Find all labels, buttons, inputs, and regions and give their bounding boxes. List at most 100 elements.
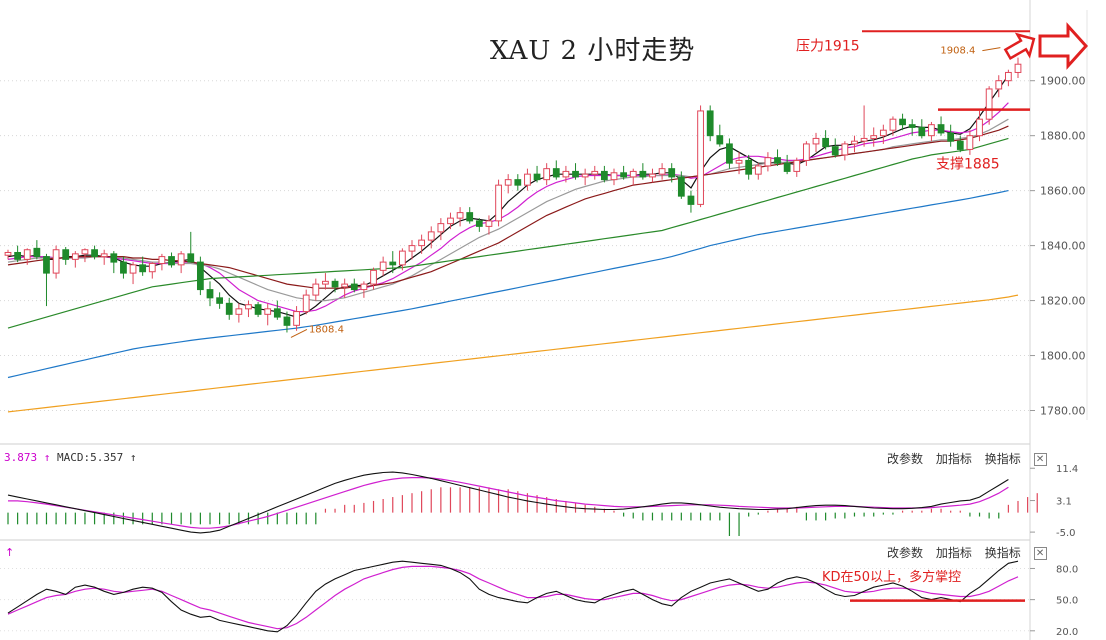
add-indicator-button[interactable]: 加指标 (935, 546, 972, 560)
change-params-button[interactable]: 改参数 (887, 452, 924, 466)
candle (610, 172, 618, 181)
arrow-up-icon: ↑ (5, 546, 14, 559)
candle (706, 110, 714, 137)
candle (350, 283, 358, 291)
y-tick-label: 1820.00 (1040, 295, 1086, 308)
switch-indicator-button[interactable]: 换指标 (984, 452, 1021, 466)
candle (312, 283, 320, 296)
candle (283, 316, 291, 326)
ma-line-blue (7, 190, 1009, 379)
candle (14, 251, 22, 260)
resistance-label: 压力1915 (796, 38, 860, 54)
ma-line-black (7, 74, 1009, 318)
close-icon[interactable]: ✕ (1033, 453, 1047, 466)
candle (120, 261, 127, 274)
candle (466, 212, 474, 222)
candle (581, 173, 589, 178)
candle (43, 256, 50, 274)
macd-value: MACD:5.357 (57, 451, 124, 464)
candle (196, 261, 204, 291)
candle (976, 118, 983, 137)
candle (331, 280, 339, 288)
candle (23, 249, 31, 260)
candle (302, 294, 310, 313)
candle (360, 283, 368, 291)
candle (71, 253, 79, 260)
candle (649, 173, 656, 178)
kdj-toolbar: 改参数 加指标 换指标 ✕ (878, 544, 1047, 561)
candle (264, 308, 272, 315)
arrow-up-icon: ↑ (123, 451, 137, 464)
candle (398, 250, 406, 266)
add-indicator-button[interactable]: 加指标 (935, 452, 972, 466)
arrow-right-icon (1038, 22, 1089, 70)
candle (764, 157, 772, 167)
annotations: 1808.4 1908.4 压力1915 支撑1885 (290, 22, 1089, 338)
candle (745, 159, 753, 175)
candle (591, 170, 599, 175)
candle (206, 289, 214, 299)
close-icon[interactable]: ✕ (1033, 547, 1047, 560)
moving-average-lines (7, 74, 1019, 413)
candle (437, 223, 445, 233)
macd-y-tick-label: -5.0 (1056, 528, 1076, 539)
kdj-y-tick-label: 50.0 (1056, 596, 1078, 607)
candle (475, 220, 483, 227)
candle (225, 302, 233, 315)
ma-line-green (7, 137, 1009, 329)
candlestick-series (4, 57, 1022, 333)
macd-dif-line (7, 471, 1009, 534)
candle (860, 137, 868, 142)
candle (81, 249, 89, 255)
candle (908, 124, 916, 128)
candle (600, 170, 608, 181)
kdj-y-tick-label: 80.0 (1056, 564, 1078, 575)
candle (341, 283, 349, 288)
candle (370, 269, 377, 285)
candle (793, 159, 801, 172)
ma-line-magenta (7, 102, 1009, 313)
candle (389, 261, 397, 266)
y-tick-label: 1880.00 (1040, 130, 1086, 143)
candle (822, 137, 830, 148)
switch-indicator-button[interactable]: 换指标 (984, 546, 1021, 560)
candle (677, 176, 685, 197)
kdj-d-line (7, 565, 1019, 630)
candle (524, 173, 531, 186)
candle (504, 179, 512, 186)
candle (716, 135, 724, 145)
change-params-button[interactable]: 改参数 (887, 546, 924, 560)
candle (754, 165, 762, 175)
macd-y-tick-label: 11.4 (1056, 464, 1078, 475)
candle (928, 124, 935, 137)
candle (889, 118, 897, 131)
low-marker-label: 1808.4 (309, 324, 344, 335)
low-marker-arrow (290, 329, 308, 338)
arrow-right-icon (1003, 32, 1036, 61)
candle (985, 88, 993, 120)
high-marker-label: 1908.4 (940, 46, 975, 57)
grid-lines (0, 80, 1030, 412)
candle (687, 195, 695, 205)
kd-annotation-label: KD在50以上，多方掌控 (822, 569, 961, 585)
candle (245, 304, 252, 310)
candle (485, 220, 493, 227)
candle (851, 140, 858, 145)
candle (668, 168, 676, 178)
candle (899, 118, 906, 126)
candle (629, 170, 637, 178)
candle (235, 308, 243, 315)
candle (158, 256, 166, 264)
candle (956, 140, 964, 150)
price-axis: 1780.00 1800.00 1820.00 1840.00 1860.00 1880.… (1030, 75, 1086, 418)
candle (552, 168, 560, 178)
y-tick-label: 1860.00 (1040, 185, 1086, 198)
candle (91, 249, 98, 258)
candle (33, 247, 41, 258)
macd-panel: 11.4 3.1 -5.0 (7, 464, 1078, 539)
candle (4, 251, 12, 256)
candle (841, 143, 849, 156)
macd-prefix-value: 3.873 (4, 451, 38, 464)
y-tick-label: 1840.00 (1040, 240, 1086, 253)
candle (177, 253, 185, 266)
